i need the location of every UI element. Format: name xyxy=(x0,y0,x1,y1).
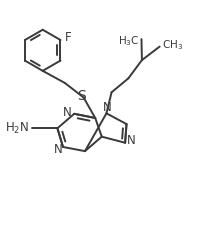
Text: N: N xyxy=(63,106,72,119)
Text: N: N xyxy=(54,143,62,156)
Text: N: N xyxy=(127,134,135,147)
Text: N: N xyxy=(103,101,112,114)
Text: S: S xyxy=(77,89,86,103)
Text: H$_3$C: H$_3$C xyxy=(117,34,139,48)
Text: H$_2$N: H$_2$N xyxy=(5,121,29,136)
Text: CH$_3$: CH$_3$ xyxy=(162,38,183,52)
Text: F: F xyxy=(65,31,72,44)
